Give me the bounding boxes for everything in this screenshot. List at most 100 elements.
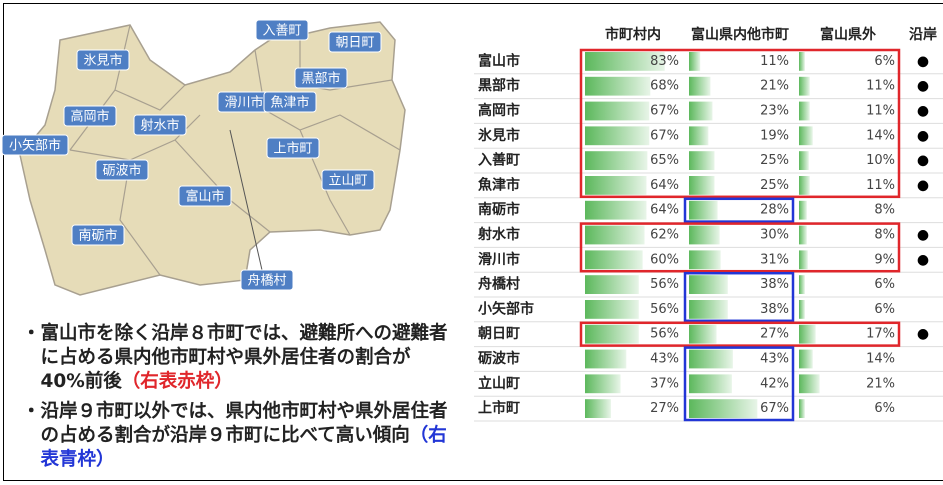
row-name: 上市町 [478, 400, 520, 417]
frame [3, 3, 943, 481]
map-label: 富山市 [185, 189, 224, 205]
data-bar [585, 176, 647, 195]
col-header: 沿岸 [909, 26, 937, 43]
cell-value: 8% [874, 203, 895, 218]
row-name: 南砺市 [478, 201, 520, 218]
cell-value: 56% [650, 327, 679, 342]
cell-value: 23% [760, 104, 789, 119]
map-label-box [321, 169, 375, 191]
data-bar [799, 349, 813, 369]
data-bar [585, 225, 645, 245]
data-bar [799, 101, 810, 121]
highlight-box [683, 197, 795, 223]
data-bar [585, 374, 621, 394]
map-label: 黒部市 [301, 71, 340, 87]
data-bar [799, 324, 816, 344]
cell-value: 38% [760, 302, 789, 317]
map-label: 氷見市 [83, 53, 122, 69]
cell-value: 28% [760, 203, 789, 218]
row-name: 富山市 [478, 52, 520, 69]
data-bar [585, 151, 648, 170]
cell-value: 14% [866, 352, 895, 367]
cell-value: 11% [866, 104, 895, 119]
bullet-note: （右表赤枠） [121, 371, 233, 392]
cell-value: 11% [866, 79, 895, 94]
coastal-mark: ● [917, 326, 929, 342]
data-bar [799, 275, 805, 294]
pointer [229, 129, 263, 271]
map-label: 立山町 [328, 174, 367, 189]
col-header: 富山県外 [820, 26, 876, 43]
map-label-box [263, 91, 317, 113]
cell-value: 38% [760, 277, 789, 292]
cell-value: 19% [760, 128, 789, 143]
coastal-mark: ● [917, 177, 929, 193]
cell-value: 14% [866, 128, 895, 143]
bullet-text: ・沿岸９市町以外では、県内他市町村や県外居住者の占める割合が沿岸９市町に比べて高… [22, 401, 448, 446]
cell-value: 6% [874, 302, 895, 317]
cell-value: 6% [874, 277, 895, 292]
map-label-box [294, 67, 348, 89]
cell-value: 10% [866, 153, 895, 168]
cell-value: 27% [760, 327, 789, 342]
data-bar [585, 300, 639, 319]
data-bar [585, 101, 650, 121]
cell-value: 17% [866, 327, 895, 342]
data-bar [585, 324, 639, 344]
map-label: 小矢部市 [9, 138, 61, 154]
data-bar [799, 225, 807, 245]
cell-value: 25% [760, 178, 789, 193]
row-name: 砺波市 [478, 350, 520, 367]
bullet: ・富山市を除く沿岸８市町では、避難所への避難者に占める県内他市町村や県外居住者の… [22, 322, 454, 394]
cell-value: 83% [650, 54, 679, 69]
row-name: 舟橋村 [478, 276, 520, 293]
data-bar [799, 399, 805, 418]
data-bar [689, 324, 717, 344]
col-header: 市町村内 [605, 26, 661, 43]
map-label-box [240, 269, 294, 291]
row-name: 滑川市 [478, 251, 520, 268]
data-bar [799, 250, 808, 270]
map-label-box [255, 19, 309, 41]
cell-value: 62% [650, 228, 679, 243]
data-bar [585, 349, 627, 369]
row-name: 黒部市 [478, 77, 520, 94]
cell-value: 67% [650, 128, 679, 143]
cell-value: 65% [650, 153, 679, 168]
data-bar [689, 275, 728, 294]
data-bar [689, 52, 701, 71]
map-label: 南砺市 [78, 228, 117, 244]
data-bar [585, 399, 611, 418]
data-bar [689, 176, 715, 195]
row-name: 入善町 [478, 152, 520, 169]
cell-value: 43% [760, 352, 789, 367]
bullet: ・沿岸９市町以外では、県内他市町村や県外居住者の占める割合が沿岸９市町に比べて高… [22, 400, 454, 472]
cell-value: 11% [866, 178, 895, 193]
row-name: 小矢部市 [478, 300, 534, 317]
cell-value: 21% [760, 79, 789, 94]
data-bar [799, 300, 805, 319]
map-label: 高岡市 [70, 109, 109, 125]
data-bar [689, 126, 709, 146]
coastal-mark: ● [917, 128, 929, 144]
col-header: 富山県内他市町 [691, 26, 789, 43]
data-bar [689, 374, 732, 394]
map-label: 舟橋村 [247, 274, 286, 289]
cell-value: 56% [650, 277, 679, 292]
cell-value: 56% [650, 302, 679, 317]
cell-value: 67% [650, 104, 679, 119]
map-label-box [63, 105, 117, 127]
data-bar [689, 101, 713, 121]
highlight-box [683, 271, 795, 323]
map-label-box [178, 185, 232, 207]
coastal-mark: ● [917, 153, 929, 169]
cell-value: 64% [650, 203, 679, 218]
coastal-mark: ● [917, 78, 929, 94]
map-label: 入善町 [262, 23, 301, 39]
map-label-box [328, 31, 382, 53]
highlight-box [579, 48, 901, 199]
row-name: 氷見市 [478, 127, 520, 144]
cell-value: 43% [650, 352, 679, 367]
